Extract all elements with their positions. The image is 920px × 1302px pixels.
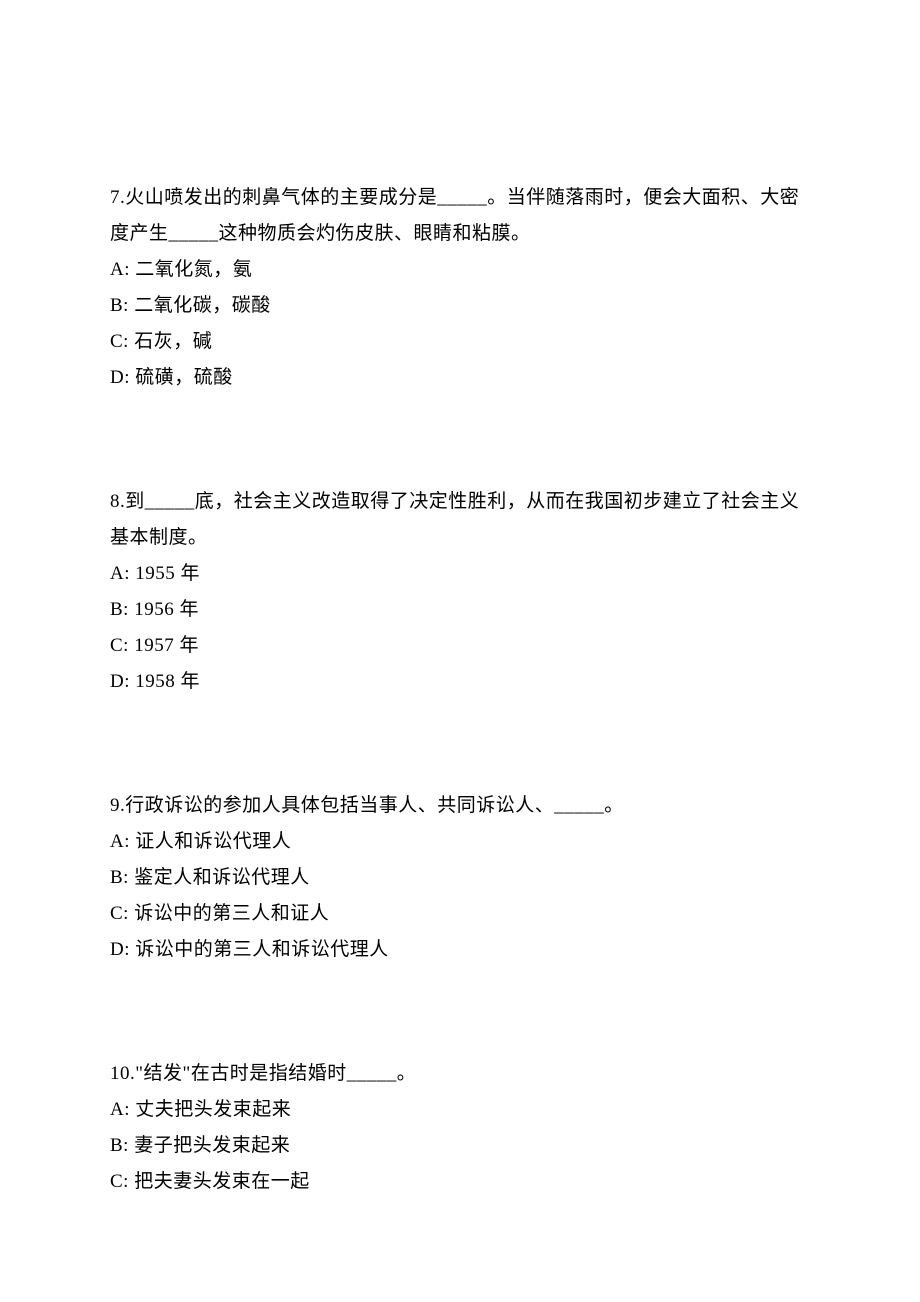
question-9: 9.行政诉讼的参加人具体包括当事人、共同诉讼人、_____。 A: 证人和诉讼代… [110, 788, 810, 968]
question-8-option-b: B: 1956 年 [110, 592, 810, 628]
question-7-option-d: D: 硫磺，硫酸 [110, 360, 810, 396]
question-8-option-a: A: 1955 年 [110, 556, 810, 592]
question-9-option-b: B: 鉴定人和诉讼代理人 [110, 860, 810, 896]
question-7: 7.火山喷发出的刺鼻气体的主要成分是_____。当伴随落雨时，便会大面积、大密度… [110, 180, 810, 396]
question-8-text: 8.到_____底，社会主义改造取得了决定性胜利，从而在我国初步建立了社会主义基… [110, 484, 810, 556]
question-10-option-a: A: 丈夫把头发束起来 [110, 1092, 810, 1128]
question-9-option-a: A: 证人和诉讼代理人 [110, 824, 810, 860]
question-7-option-c: C: 石灰，碱 [110, 324, 810, 360]
question-10-text: 10."结发"在古时是指结婚时_____。 [110, 1056, 810, 1092]
question-9-text: 9.行政诉讼的参加人具体包括当事人、共同诉讼人、_____。 [110, 788, 810, 824]
question-10-option-b: B: 妻子把头发束起来 [110, 1128, 810, 1164]
question-7-text: 7.火山喷发出的刺鼻气体的主要成分是_____。当伴随落雨时，便会大面积、大密度… [110, 180, 810, 252]
question-7-option-b: B: 二氧化碳，碳酸 [110, 288, 810, 324]
question-8-option-d: D: 1958 年 [110, 664, 810, 700]
question-9-option-d: D: 诉讼中的第三人和诉讼代理人 [110, 932, 810, 968]
question-9-option-c: C: 诉讼中的第三人和证人 [110, 896, 810, 932]
question-8: 8.到_____底，社会主义改造取得了决定性胜利，从而在我国初步建立了社会主义基… [110, 484, 810, 700]
question-10-option-c: C: 把夫妻头发束在一起 [110, 1164, 810, 1200]
question-10: 10."结发"在古时是指结婚时_____。 A: 丈夫把头发束起来 B: 妻子把… [110, 1056, 810, 1200]
question-7-option-a: A: 二氧化氮，氨 [110, 252, 810, 288]
question-8-option-c: C: 1957 年 [110, 628, 810, 664]
